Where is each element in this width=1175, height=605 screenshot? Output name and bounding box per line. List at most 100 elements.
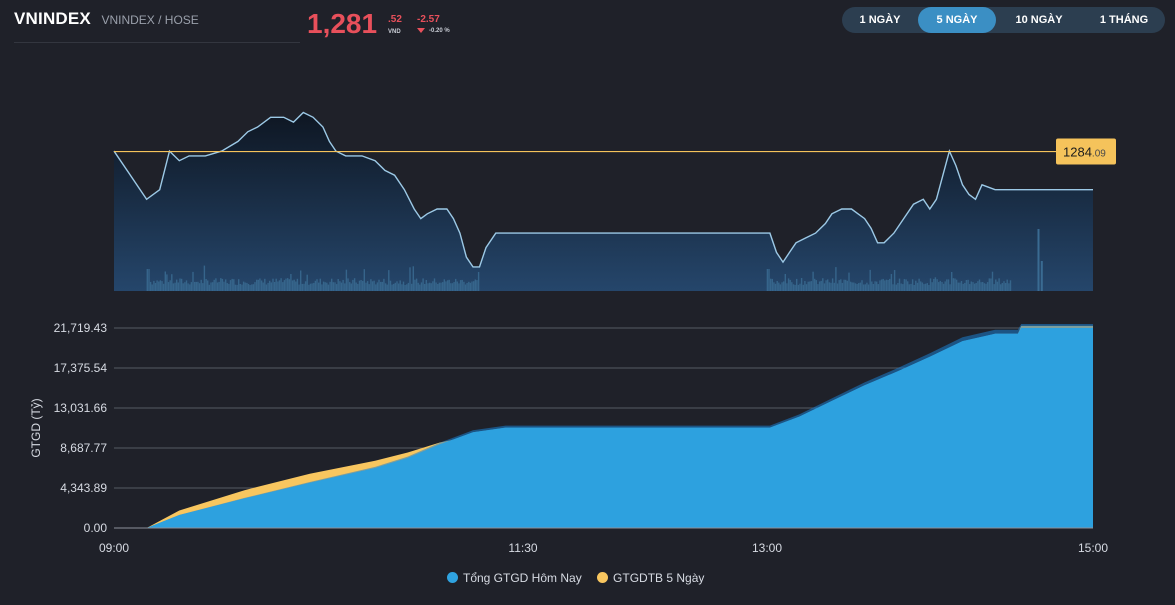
volume-bar: [221, 278, 224, 291]
volume-bar: [889, 278, 891, 291]
volume-bar: [951, 272, 953, 291]
volume-bar: [153, 280, 155, 291]
volume-bar: [931, 282, 933, 291]
volume-bar: [446, 280, 449, 291]
volume-bar: [858, 283, 860, 291]
volume-bar: [205, 279, 207, 291]
title-block: VNINDEX VNINDEX / HOSE: [14, 9, 300, 43]
volume-bar: [256, 279, 258, 291]
legend-item-5day-avg[interactable]: GTGDTB 5 Ngày: [597, 571, 704, 585]
price-decimal: .52: [388, 14, 402, 25]
legend-dot-today: [447, 572, 458, 583]
volume-bar: [349, 282, 351, 291]
volume-bar: [149, 281, 152, 291]
volume-bar: [285, 278, 287, 291]
volume-bar: [314, 280, 317, 291]
volume-bar: [394, 282, 396, 291]
volume-bar: [869, 269, 871, 291]
volume-bar: [269, 280, 271, 291]
volume-bar: [820, 280, 822, 291]
volume-bar: [458, 283, 460, 291]
volume-bar: [822, 278, 824, 291]
volume-bar: [337, 279, 339, 291]
volume-bar: [872, 284, 875, 291]
y-tick-label: 17,375.54: [54, 361, 108, 375]
volume-bar: [459, 280, 462, 291]
volume-bar: [234, 284, 237, 291]
volume-bar: [983, 283, 986, 291]
tab-1-day[interactable]: 1 NGÀY: [859, 14, 901, 26]
volume-bars: [146, 229, 1043, 291]
volume-bar: [358, 280, 361, 291]
tab-1-month[interactable]: 1 THÁNG: [1099, 14, 1149, 26]
tab-5-day[interactable]: 5 NGÀY: [918, 7, 996, 33]
volume-bar: [322, 281, 325, 291]
volume-bar: [996, 281, 999, 291]
volume-bar: [941, 282, 943, 291]
volume-bar: [319, 278, 321, 291]
tab-10-day[interactable]: 10 NGÀY: [1015, 14, 1063, 26]
volume-bar: [1001, 283, 1003, 291]
x-tick-label: 15:00: [1078, 541, 1108, 555]
volume-bar: [316, 279, 318, 291]
volume-bar: [357, 283, 359, 291]
volume-bar: [1037, 229, 1040, 291]
volume-bar: [895, 284, 897, 291]
volume-bar: [805, 284, 808, 291]
volume-bar: [404, 285, 406, 291]
volume-bar: [814, 278, 816, 291]
volume-bar: [238, 279, 240, 291]
volume-bar: [799, 283, 801, 291]
volume-bar: [911, 279, 914, 291]
volume-bar: [280, 278, 282, 291]
volume-bar: [845, 279, 847, 291]
volume-bar: [262, 282, 264, 291]
volume-bar: [445, 281, 447, 291]
volume-bar: [471, 281, 473, 291]
volume-bar: [907, 281, 909, 291]
volume-bar: [329, 281, 331, 291]
y-axis-title: GTGD (Tỷ): [29, 398, 43, 457]
volume-bar: [804, 281, 806, 291]
volume-bar: [215, 278, 217, 291]
volume-bar: [239, 284, 241, 291]
legend-item-today[interactable]: Tổng GTGD Hôm Nay: [447, 571, 582, 585]
volume-bar: [769, 278, 772, 291]
volume-bar: [172, 283, 175, 291]
volume-bar: [797, 284, 800, 291]
volume-bar: [823, 283, 826, 291]
volume-bar: [347, 278, 349, 291]
volume-bar: [972, 282, 974, 291]
series-today-area-top: [114, 328, 1093, 528]
volume-bar: [915, 280, 917, 291]
volume-bar: [430, 283, 432, 291]
volume-bar: [169, 280, 171, 291]
volume-bar: [376, 282, 379, 291]
volume-bar: [924, 283, 927, 291]
volume-bar: [342, 279, 344, 291]
volume-bar: [835, 267, 837, 291]
price-change-percent-row: -0.20 %: [417, 28, 450, 34]
volume-bar: [461, 279, 463, 291]
volume-bar: [778, 282, 780, 291]
volume-bar: [414, 279, 416, 291]
volume-bar: [990, 278, 992, 291]
legend-label-5day-avg: GTGDTB 5 Ngày: [613, 571, 705, 585]
reference-label: 1284.09: [1063, 145, 1106, 160]
volume-bar: [995, 279, 997, 291]
volume-bar: [791, 282, 793, 291]
price-change: -2.57: [417, 14, 440, 25]
volume-bar: [448, 279, 450, 291]
reference-label-decimal: .09: [1092, 149, 1106, 160]
volume-bar: [810, 281, 813, 291]
volume-bar: [265, 284, 268, 291]
volume-bar: [308, 284, 310, 291]
volume-bar: [251, 284, 253, 291]
volume-bar: [905, 279, 907, 291]
volume-bar: [477, 272, 480, 291]
volume-bar: [383, 278, 385, 291]
price-unit: VND: [388, 29, 401, 35]
volume-bar: [415, 278, 418, 291]
volume-bar: [954, 278, 956, 291]
